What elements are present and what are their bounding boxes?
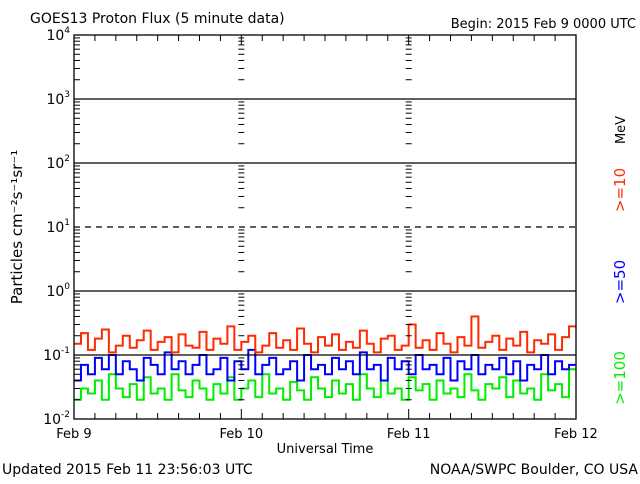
y-tick-label: 101: [46, 218, 70, 236]
begin-time: Begin: 2015 Feb 9 0000 UTC: [451, 17, 636, 32]
x-tick-label: Feb 10: [219, 427, 263, 442]
y-tick-label: 100: [46, 282, 70, 300]
y-tick-base: 10: [46, 284, 64, 300]
y-tick-base: 10: [43, 348, 61, 364]
x-tick-label: Feb 9: [56, 427, 91, 442]
y-tick-exp: 1: [64, 218, 70, 228]
y-tick-label: 103: [46, 90, 70, 108]
units-label: MeV: [614, 116, 629, 144]
y-tick-exp: 0: [64, 282, 70, 292]
y-tick-label: 102: [46, 154, 70, 172]
y-tick-base: 10: [46, 220, 64, 236]
x-tick-label: Feb 12: [554, 427, 598, 442]
y-tick-label: 104: [46, 26, 70, 44]
y-tick-exp: -2: [61, 410, 70, 420]
y-tick-base: 10: [46, 92, 64, 108]
footer-updated: Updated 2015 Feb 11 23:56:03 UTC: [2, 462, 253, 478]
y-tick-exp: 4: [64, 26, 70, 36]
legend-ge50: >=50: [611, 260, 629, 304]
series-line: [74, 348, 576, 382]
series-line: [74, 368, 576, 401]
plot-area: [74, 315, 576, 401]
y-tick-base: 10: [46, 28, 64, 44]
y-tick-label: 10-2: [43, 410, 70, 428]
legend-ge100: >=100: [611, 351, 629, 405]
footer-source: NOAA/SWPC Boulder, CO USA: [430, 462, 639, 478]
y-axis-label: Particles cm⁻²s⁻¹sr⁻¹: [8, 150, 26, 304]
y-tick-exp: -1: [61, 346, 70, 356]
y-tick-label: 10-1: [43, 346, 70, 364]
chart-title: GOES13 Proton Flux (5 minute data): [30, 11, 285, 27]
y-tick-base: 10: [46, 156, 64, 172]
x-axis-label: Universal Time: [277, 442, 374, 457]
y-tick-exp: 2: [64, 154, 70, 164]
y-tick-base: 10: [43, 412, 61, 428]
y-tick-exp: 3: [64, 90, 70, 100]
x-tick-label: Feb 11: [387, 427, 431, 442]
plot-frame: [73, 34, 577, 420]
legend-ge10: >=10: [611, 168, 629, 212]
series-line: [74, 315, 576, 354]
